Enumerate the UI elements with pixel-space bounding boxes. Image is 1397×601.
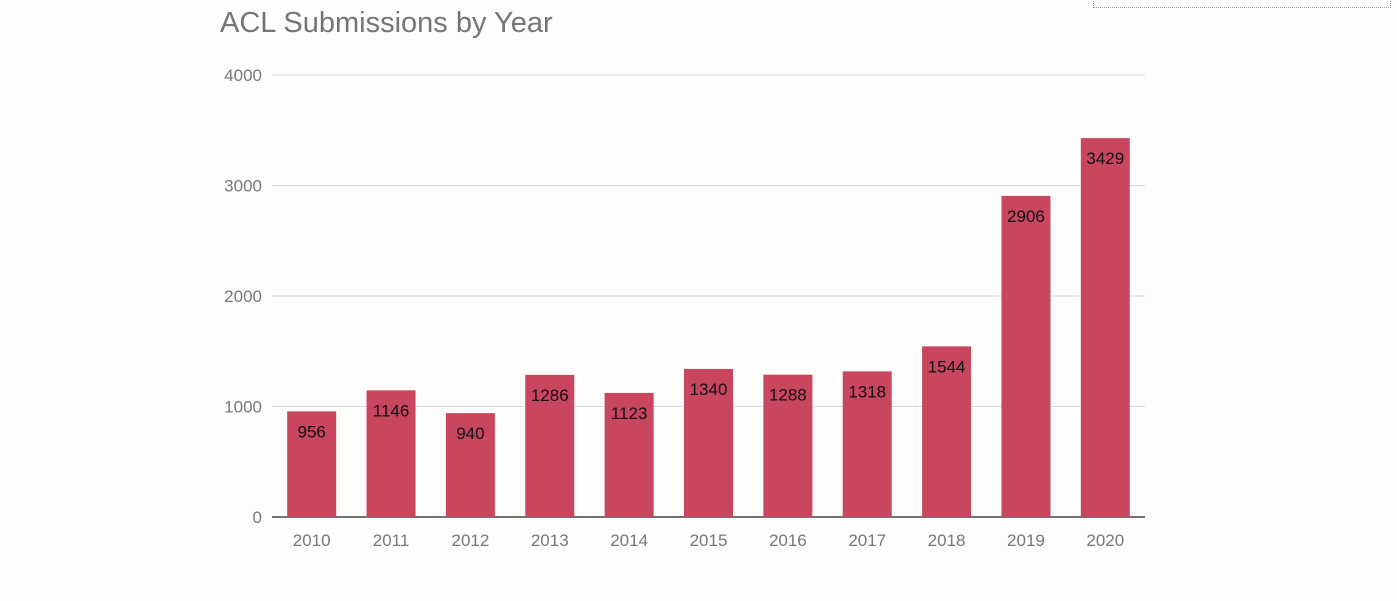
data-labels: 956 1146 940 1286 1123 1340 1288 1318 1544 2906 34… — [297, 149, 1124, 443]
bar-2013 — [525, 374, 575, 517]
bar-2015 — [684, 368, 733, 517]
x-tick-label-2011: 2011 — [373, 531, 410, 550]
y-tick-label: 2000 — [224, 287, 262, 306]
x-tick-label-2012: 2012 — [451, 531, 489, 550]
data-label-2018: 1544 — [928, 357, 966, 376]
data-label-2019: 2906 — [1007, 207, 1045, 226]
chart-title: ACL Submissions by Year — [220, 7, 553, 39]
x-axis-ticks: 2010 2011 2012 2013 2014 2015 2016 2017 2018 2019… — [293, 531, 1124, 550]
x-tick-label-2014: 2014 — [610, 531, 648, 550]
data-label-2014: 1123 — [611, 404, 648, 423]
bars — [287, 138, 1130, 517]
x-tick-label-2020: 2020 — [1086, 531, 1124, 550]
data-label-2010: 956 — [297, 422, 325, 441]
bar-2012 — [445, 413, 495, 517]
x-tick-label-2019: 2019 — [1007, 531, 1045, 550]
bar-2020 — [1080, 138, 1130, 517]
data-label-2017: 1318 — [848, 382, 886, 401]
y-tick-label: 0 — [253, 508, 262, 527]
bar-2018 — [922, 346, 972, 517]
bar-2019 — [1001, 195, 1051, 517]
bar-2016 — [763, 374, 813, 517]
data-label-2016: 1288 — [769, 386, 807, 405]
x-tick-label-2016: 2016 — [769, 531, 807, 550]
y-tick-label: 3000 — [224, 177, 262, 196]
bar-2011 — [366, 390, 416, 517]
data-label-2013: 1286 — [531, 386, 569, 405]
x-tick-label-2010: 2010 — [293, 531, 331, 550]
y-tick-label: 1000 — [224, 398, 262, 417]
bar-2010 — [287, 411, 337, 517]
data-label-2012: 940 — [456, 424, 484, 443]
x-tick-label-2018: 2018 — [928, 531, 966, 550]
x-tick-label-2017: 2017 — [848, 531, 886, 550]
bar-2017 — [842, 371, 892, 517]
data-label-2020: 3429 — [1086, 149, 1124, 168]
y-axis-ticks: 0 1000 2000 3000 4000 — [224, 66, 262, 527]
y-tick-label: 4000 — [224, 66, 262, 85]
x-tick-label-2013: 2013 — [531, 531, 569, 550]
dotted-frame-corner — [1093, 0, 1391, 8]
data-label-2011: 1146 — [373, 401, 410, 420]
bar-2014 — [604, 392, 654, 517]
data-label-2015: 1340 — [690, 380, 728, 399]
x-tick-label-2015: 2015 — [690, 531, 728, 550]
